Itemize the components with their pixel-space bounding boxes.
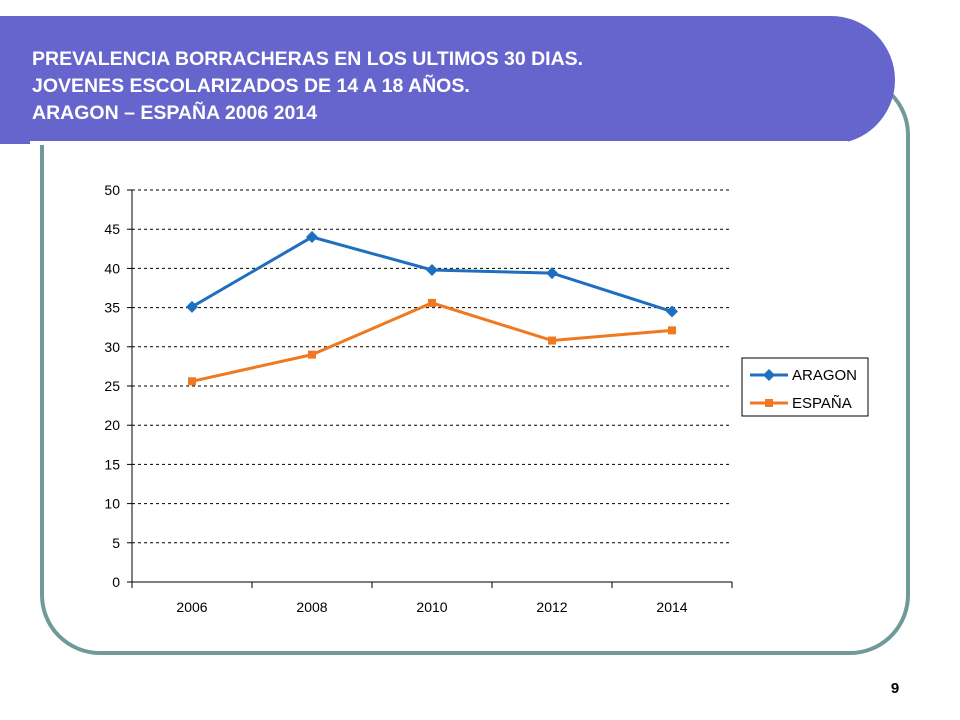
x-tick-label: 2006 xyxy=(176,599,207,615)
x-tick-label: 2008 xyxy=(296,599,327,615)
data-point xyxy=(308,350,316,359)
data-point xyxy=(546,267,558,280)
legend-marker xyxy=(763,369,775,381)
data-point xyxy=(306,231,318,244)
y-tick-label: 45 xyxy=(104,221,120,237)
series-line-españa xyxy=(191,301,673,383)
title-banner: PREVALENCIA BORRACHERAS EN LOS ULTIMOS 3… xyxy=(0,16,895,145)
title-underline xyxy=(30,141,848,145)
y-tick-label: 10 xyxy=(104,496,120,512)
title-line: ARAGON – ESPAÑA 2006 2014 xyxy=(32,102,318,124)
x-tick-label: 2010 xyxy=(416,599,447,615)
y-tick-label: 35 xyxy=(104,300,120,316)
data-point xyxy=(188,377,196,386)
y-tick-label: 40 xyxy=(104,260,120,276)
page-number: 9 xyxy=(890,680,900,697)
data-point xyxy=(668,326,676,335)
legend-label: ESPAÑA xyxy=(792,395,852,412)
y-tick-label: 30 xyxy=(104,339,120,355)
legend-marker xyxy=(765,399,773,407)
y-tick-label: 0 xyxy=(112,574,120,590)
x-tick-label: 2014 xyxy=(656,599,687,615)
y-tick-label: 5 xyxy=(112,535,120,551)
title-line: JOVENES ESCOLARIZADOS DE 14 A 18 AÑOS. xyxy=(32,75,470,97)
data-point xyxy=(426,263,438,276)
title-line: PREVALENCIA BORRACHERAS EN LOS ULTIMOS 3… xyxy=(32,48,584,70)
legend-box xyxy=(741,357,869,417)
y-tick-label: 15 xyxy=(104,456,120,472)
y-tick-label: 20 xyxy=(104,417,120,433)
slide-title: PREVALENCIA BORRACHERAS EN LOS ULTIMOS 3… xyxy=(32,46,583,127)
legend-label: ARAGON xyxy=(792,367,857,384)
data-point xyxy=(548,336,556,345)
data-point xyxy=(428,298,436,307)
y-tick-label: 25 xyxy=(104,378,120,394)
x-tick-label: 2012 xyxy=(536,599,567,615)
data-point xyxy=(666,305,678,318)
y-tick-label: 50 xyxy=(104,182,120,198)
data-point xyxy=(186,300,198,313)
